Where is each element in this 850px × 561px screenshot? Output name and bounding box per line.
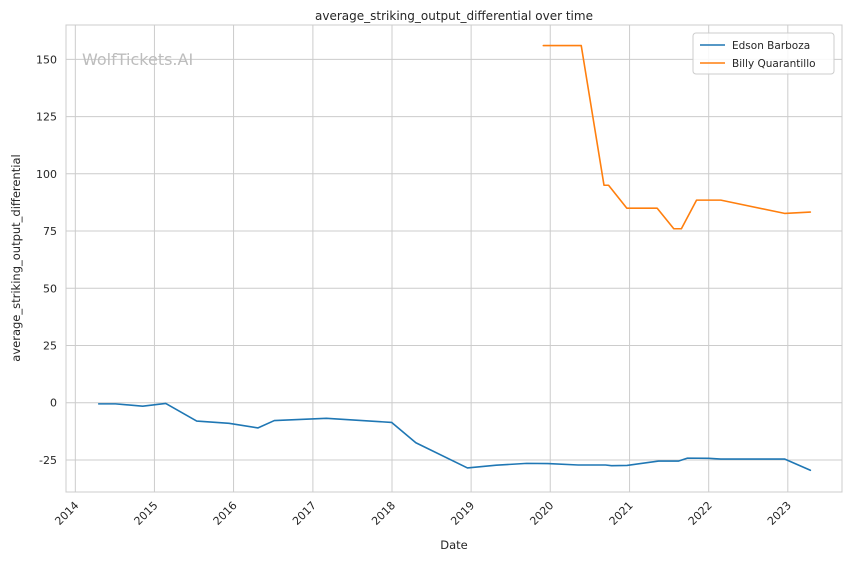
y-tick-label-0: 0 (50, 397, 57, 410)
series-line-billy-quarantillo (542, 44, 812, 230)
y-tick-label-100: 100 (36, 168, 57, 181)
x-tick-label-2015: 2015 (132, 499, 161, 528)
x-tick-label-2020: 2020 (527, 499, 556, 528)
x-tick-label-2016: 2016 (211, 499, 240, 528)
legend-label-edson-barboza: Edson Barboza (732, 40, 810, 52)
y-tick-label-50: 50 (43, 282, 57, 295)
legend-label-billy-quarantillo: Billy Quarantillo (732, 58, 816, 70)
x-tick-label-2021: 2021 (607, 499, 636, 528)
chart-title: average_striking_output_differential ove… (315, 9, 593, 23)
x-tick-label-2014: 2014 (52, 499, 81, 528)
x-tick-label-2018: 2018 (369, 499, 398, 528)
x-tick-label-2017: 2017 (290, 499, 319, 528)
x-gridlines (74, 25, 789, 492)
x-tick-label-2022: 2022 (686, 499, 715, 528)
y-tick-labels: -25 0 25 50 75 100 125 150 (36, 53, 57, 467)
plot-frame (65, 24, 843, 493)
y-gridlines (66, 58, 842, 461)
y-tick-label-150: 150 (36, 53, 57, 66)
plot-background (66, 25, 842, 492)
x-axis-label: Date (440, 538, 468, 552)
watermark-text: WolfTickets.AI (82, 50, 193, 69)
y-tick-label-25: 25 (43, 339, 57, 352)
legend-box (692, 32, 835, 75)
y-axis-label: average_striking_output_differential (9, 154, 23, 361)
series-line-edson-barboza (97, 402, 812, 472)
x-tick-labels: 2014 2015 2016 2017 2018 2019 2020 2021 2022 2023 (52, 499, 793, 528)
y-tick-label-125: 125 (36, 111, 57, 124)
y-tick-label-25: -25 (39, 454, 57, 467)
series-lines (97, 44, 812, 472)
x-tick-label-2019: 2019 (448, 499, 477, 528)
legend: Edson Barboza Billy Quarantillo (692, 32, 835, 75)
y-tick-label-75: 75 (43, 225, 57, 238)
x-tick-label-2023: 2023 (765, 499, 794, 528)
